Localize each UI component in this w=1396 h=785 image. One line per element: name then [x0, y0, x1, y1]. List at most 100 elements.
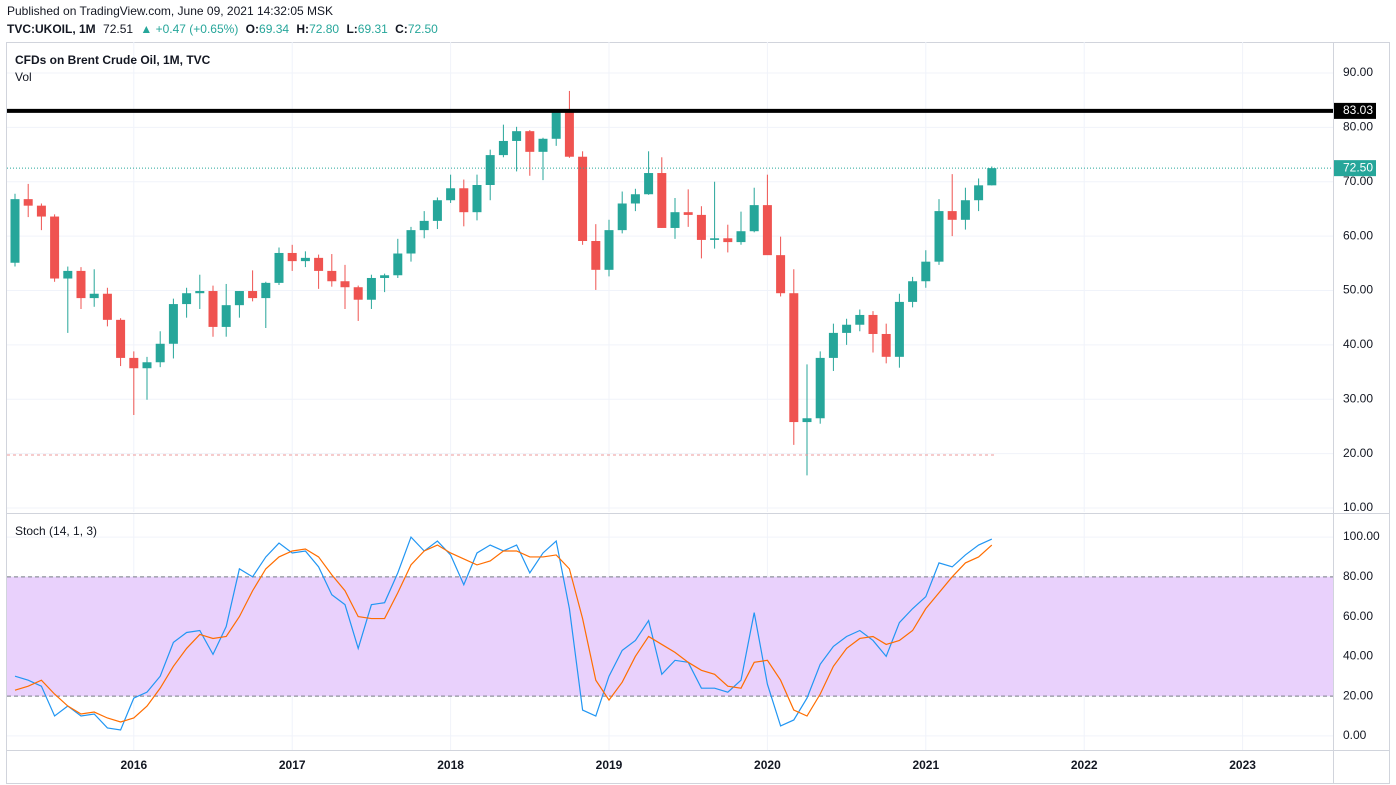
- candle-body: [10, 199, 20, 263]
- y-tick-label: 30.00: [1343, 391, 1373, 405]
- candle-body: [459, 188, 469, 213]
- candle-body: [723, 238, 733, 243]
- x-tick-label: 2021: [912, 758, 939, 772]
- candle-body: [50, 216, 60, 279]
- candle-body: [446, 188, 456, 201]
- y-tick-label: 40.00: [1343, 337, 1373, 351]
- candle-body: [789, 293, 799, 423]
- candle-body: [855, 314, 865, 325]
- y-tick-label: 0.00: [1343, 728, 1367, 742]
- candle-body: [776, 255, 786, 294]
- candle-body: [815, 357, 825, 419]
- candle-body: [894, 301, 904, 357]
- candle-body: [142, 362, 152, 369]
- candle-body: [749, 205, 759, 232]
- grid: [7, 42, 1333, 750]
- candle-body: [736, 231, 746, 243]
- candle-body: [327, 270, 337, 282]
- hline-price-label: 83.03: [1343, 103, 1373, 117]
- candle-body: [221, 305, 231, 327]
- y-tick-label: 100.00: [1343, 529, 1380, 543]
- pane-title: CFDs on Brent Crude Oil, 1M, TVC: [15, 53, 211, 67]
- o-value: 69.34: [259, 22, 289, 36]
- y-tick-label: 90.00: [1343, 65, 1373, 79]
- y-tick-label: 20.00: [1343, 688, 1373, 702]
- candle-body: [828, 332, 838, 358]
- candle-body: [353, 287, 363, 300]
- candle-body: [314, 257, 324, 271]
- c-label: C:: [395, 22, 408, 36]
- x-tick-label: 2018: [437, 758, 464, 772]
- y-tick-label: 50.00: [1343, 283, 1373, 297]
- candle-body: [155, 343, 165, 363]
- x-tick-label: 2022: [1071, 758, 1098, 772]
- l-value: 69.31: [358, 22, 388, 36]
- candle-body: [881, 333, 891, 357]
- candle-body: [208, 291, 218, 327]
- candle-body: [89, 293, 99, 299]
- candle-body: [670, 212, 680, 228]
- stoch-line: [14, 544, 993, 723]
- candle-body: [617, 203, 627, 231]
- candle-body: [419, 220, 429, 231]
- h-value: 72.80: [309, 22, 339, 36]
- h-label: H:: [296, 22, 309, 36]
- candle-body: [498, 140, 508, 156]
- candle-body: [248, 291, 258, 299]
- y-tick-label: 20.00: [1343, 446, 1373, 460]
- candle-body: [182, 293, 192, 305]
- candle-body: [802, 418, 812, 423]
- candle-body: [578, 156, 588, 242]
- y-tick-label: 60.00: [1343, 609, 1373, 623]
- candle-body: [591, 241, 601, 270]
- candle-body: [630, 194, 640, 204]
- last-price-box: [1334, 160, 1376, 177]
- candle-body: [551, 109, 561, 139]
- candle-body: [762, 205, 772, 256]
- candle-body: [300, 257, 310, 262]
- candle-body: [908, 281, 918, 302]
- hline-price-box: [1334, 102, 1376, 119]
- candle-body: [234, 291, 244, 306]
- y-tick-label: 80.00: [1343, 120, 1373, 134]
- last-price-label: 72.50: [1343, 160, 1373, 174]
- x-tick-label: 2020: [754, 758, 781, 772]
- candle-body: [287, 252, 297, 262]
- candle-body: [116, 319, 126, 358]
- candle-body: [525, 131, 535, 152]
- candle-body: [696, 214, 706, 240]
- candle-body: [366, 277, 376, 300]
- c-value: 72.50: [408, 22, 438, 36]
- x-tick-label: 2016: [120, 758, 147, 772]
- pane-subtitle: Vol: [15, 70, 32, 84]
- stoch-band: [7, 576, 1333, 697]
- candle-body: [472, 185, 482, 213]
- candle-body: [512, 131, 522, 141]
- marks: [7, 90, 1333, 731]
- x-tick-label: 2017: [279, 758, 306, 772]
- candle-body: [710, 238, 720, 240]
- x-tick-label: 2023: [1229, 758, 1256, 772]
- candle-body: [538, 138, 548, 152]
- candle-body: [947, 211, 957, 220]
- x-tick-label: 2019: [596, 758, 623, 772]
- candle-body: [564, 109, 574, 157]
- candle-body: [340, 281, 350, 288]
- candle-body: [921, 261, 931, 282]
- y-tick-label: 70.00: [1343, 174, 1373, 188]
- y-tick-label: 40.00: [1343, 649, 1373, 663]
- candle-body: [987, 168, 997, 186]
- candle-body: [129, 357, 139, 369]
- candle-body: [485, 155, 495, 186]
- candle-body: [168, 304, 178, 344]
- candle-body: [274, 252, 284, 283]
- candle-body: [63, 270, 73, 279]
- candle-body: [23, 199, 33, 206]
- y-tick-label: 80.00: [1343, 569, 1373, 583]
- y-tick-label: 60.00: [1343, 228, 1373, 242]
- candle-body: [604, 230, 614, 270]
- frame: [6, 42, 1390, 784]
- candle-body: [868, 314, 878, 334]
- candle-body: [76, 270, 86, 299]
- last: 72.51: [103, 22, 133, 36]
